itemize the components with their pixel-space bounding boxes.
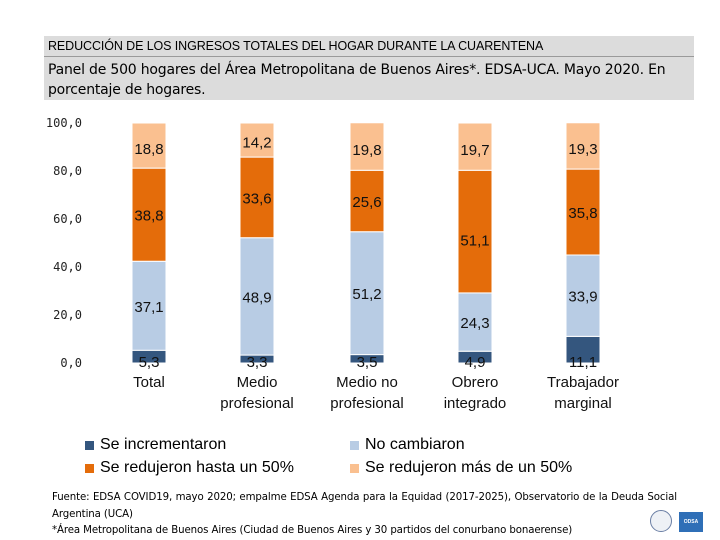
legend-label-reduced-up-to-50: Se redujeron hasta un 50%: [100, 459, 294, 476]
x-tick-label: integrado: [444, 395, 507, 412]
stacked-bar-chart: 0,0 20,0 40,0 60,0 80,0 100,0 5,3 37,1 38,8 18,8 3…: [46, 116, 619, 412]
chart-subtitle: Panel de 500 hogares del Área Metropolit…: [48, 62, 666, 98]
bar-unchanged: [239, 237, 275, 356]
bar-reduced_up_to_50: [131, 167, 167, 262]
x-tick-label: Medio: [237, 374, 278, 391]
value-label: 38,8: [134, 208, 163, 225]
value-label: 5,3: [139, 354, 160, 371]
bar-reduced_more_50: [131, 122, 167, 169]
value-label: 19,8: [352, 142, 381, 159]
value-label: 3,5: [357, 354, 378, 371]
value-label: 51,1: [460, 233, 489, 250]
x-tick-label: marginal: [554, 395, 612, 412]
bar-reduced_more_50: [239, 122, 275, 158]
value-label: 37,1: [134, 299, 163, 316]
value-label: 19,7: [460, 142, 489, 159]
y-tick-label: 60,0: [53, 212, 82, 226]
value-label: 48,9: [242, 289, 271, 306]
bar-unchanged: [349, 231, 385, 356]
bar-reduced_up_to_50: [457, 169, 493, 294]
x-tick-label: profesional: [220, 395, 293, 412]
footer-source: Fuente: EDSA COVID19, mayo 2020; empalme…: [52, 492, 677, 520]
bar-reduced_more_50: [457, 122, 493, 171]
value-label: 4,9: [465, 354, 486, 371]
legend-swatch-reduced-up-to-50: [85, 463, 94, 473]
legend-label-increased: Se incrementaron: [100, 436, 227, 453]
value-label: 18,8: [134, 141, 163, 158]
legend-item-reduced-up-to-50: Se redujeron hasta un 50%: [85, 459, 294, 477]
bar-unchanged: [457, 292, 493, 352]
y-tick-label: 40,0: [53, 260, 82, 274]
chart-title: REDUCCIÓN DE LOS INGRESOS TOTALES DEL HO…: [48, 39, 544, 53]
x-tick-label: Trabajador: [547, 374, 619, 391]
value-label: 35,8: [568, 205, 597, 222]
value-label: 24,3: [460, 315, 489, 332]
bar-reduced_up_to_50: [565, 168, 601, 256]
y-tick-label: 100,0: [46, 116, 82, 130]
value-label: 33,9: [568, 289, 597, 306]
legend-item-unchanged: No cambiaron: [350, 436, 465, 454]
value-label: 33,6: [242, 190, 271, 207]
footer-note: *Área Metropolitana de Buenos Aires (Ciu…: [52, 525, 573, 536]
value-label: 3,3: [247, 354, 268, 371]
university-seal-icon: [650, 510, 672, 532]
bar-reduced_up_to_50: [239, 156, 275, 239]
legend-label-unchanged: No cambiaron: [365, 436, 465, 453]
legend-swatch-unchanged: [350, 440, 359, 450]
x-tick-label: Medio no: [336, 374, 398, 391]
footer: Fuente: EDSA COVID19, mayo 2020; empalme…: [52, 490, 677, 540]
legend-item-reduced-more-50: Se redujeron más de un 50%: [350, 459, 572, 477]
y-tick-label: 80,0: [53, 164, 82, 178]
legend-swatch-increased: [85, 440, 94, 450]
header-box: [44, 36, 694, 100]
x-tick-label: Total: [133, 374, 165, 391]
y-tick-label: 0,0: [60, 356, 82, 370]
bar-reduced_up_to_50: [349, 169, 385, 233]
y-tick-label: 20,0: [53, 308, 82, 322]
bar-increased: [565, 335, 601, 364]
value-label: 51,2: [352, 286, 381, 303]
x-tick-label: Obrero: [452, 374, 499, 391]
legend-label-reduced-more-50: Se redujeron más de un 50%: [365, 459, 573, 476]
value-label: 11,1: [569, 354, 597, 371]
bar-reduced_more_50: [565, 122, 601, 170]
x-tick-label: profesional: [330, 395, 403, 412]
value-label: 19,3: [568, 141, 597, 158]
legend-swatch-reduced-more-50: [350, 463, 359, 473]
bar-reduced_more_50: [349, 122, 385, 171]
value-label: 14,2: [242, 135, 271, 152]
bar-unchanged: [565, 254, 601, 337]
bar-unchanged: [131, 260, 167, 351]
odsa-logo: ODSA: [679, 512, 703, 532]
title-divider: [44, 56, 694, 57]
value-label: 25,6: [352, 194, 381, 211]
legend-item-increased: Se incrementaron: [85, 436, 226, 454]
